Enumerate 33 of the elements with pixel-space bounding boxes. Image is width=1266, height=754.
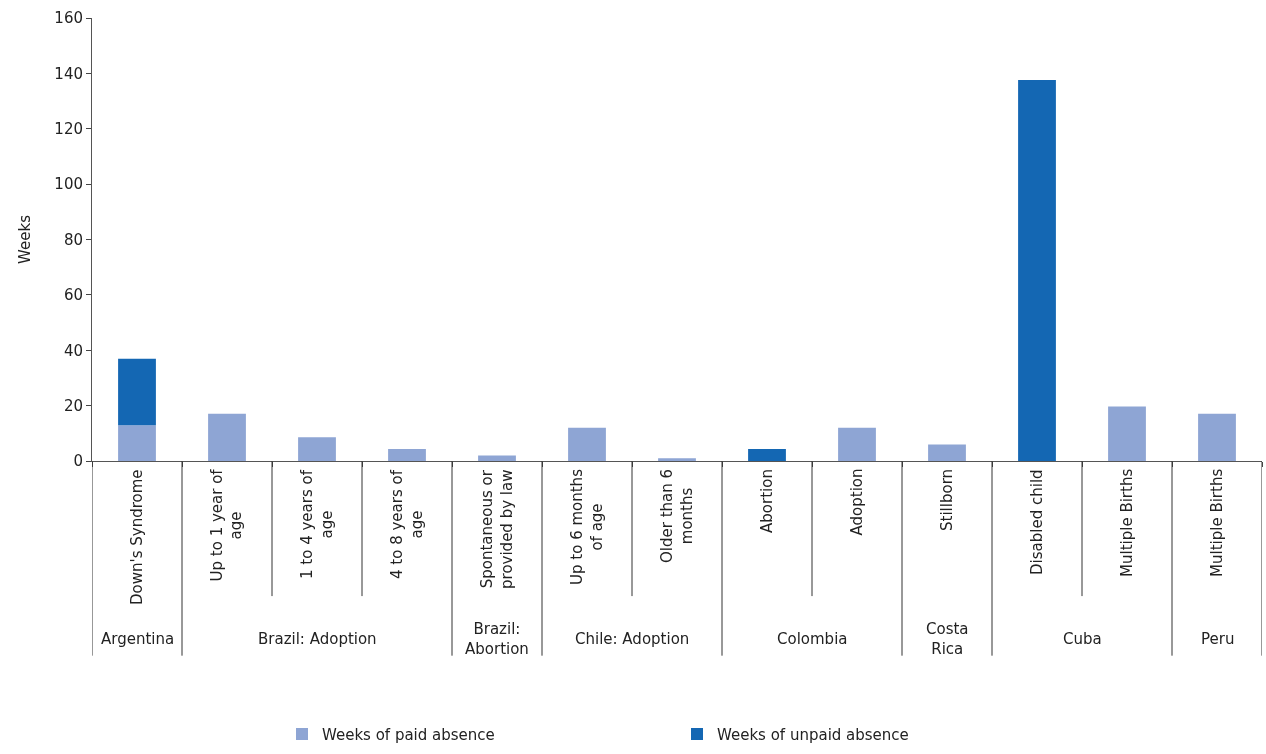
x-tick-label: Disabled child xyxy=(1028,469,1047,575)
y-tick-label: 20 xyxy=(63,396,83,415)
x-axis-title: Cuba xyxy=(1063,630,1102,648)
x-tick-label: Spontaneous or provided by law xyxy=(478,469,516,589)
x-tick-label: Up to 1 year of age xyxy=(207,468,246,582)
y-tick-label: 80 xyxy=(63,230,83,249)
y-tick-label: 140 xyxy=(54,64,83,83)
x-tick-label: Older than 6 months xyxy=(658,468,696,563)
y-tick-label: 120 xyxy=(54,120,83,138)
x-tick-label: Adoption xyxy=(847,468,866,536)
x-tick-label: 1 to 4 years of age xyxy=(298,469,336,579)
x-axis-title: Chile: Adoption xyxy=(575,630,690,648)
y-tick-label: 160 xyxy=(54,9,83,28)
x-tick-label: Down's Syndrome xyxy=(128,469,147,605)
x-axis-title: Peru xyxy=(1201,630,1235,648)
x-tick-label: Multiple Births xyxy=(1118,468,1137,577)
y-tick-label: 100 xyxy=(54,175,83,194)
x-tick-label: 4 to 8 years of age xyxy=(388,469,426,579)
x-axis-title: Argentina xyxy=(101,630,175,648)
x-axis-title: Brazil: Abortion xyxy=(465,620,529,658)
legend-label: Weeks of paid absence xyxy=(322,725,495,744)
x-tick-label: Up to 6 months of age xyxy=(568,468,606,585)
x-axis-title: Colombia xyxy=(777,630,848,648)
x-axis-title: Brazil: Adoption xyxy=(258,630,377,648)
y-tick-label: 60 xyxy=(63,286,83,305)
x-tick-label: Stillborn xyxy=(938,468,957,531)
x-tick-label: Multiple Births xyxy=(1208,468,1227,577)
y-tick-label: 40 xyxy=(63,341,83,360)
y-axis-title: Weeks xyxy=(15,214,34,264)
x-tick-label: Abortion xyxy=(758,469,777,533)
x-axis-title: Costa Rica xyxy=(926,620,969,658)
legend-label: Weeks of unpaid absence xyxy=(717,725,909,744)
y-tick-label: 0 xyxy=(73,452,83,471)
